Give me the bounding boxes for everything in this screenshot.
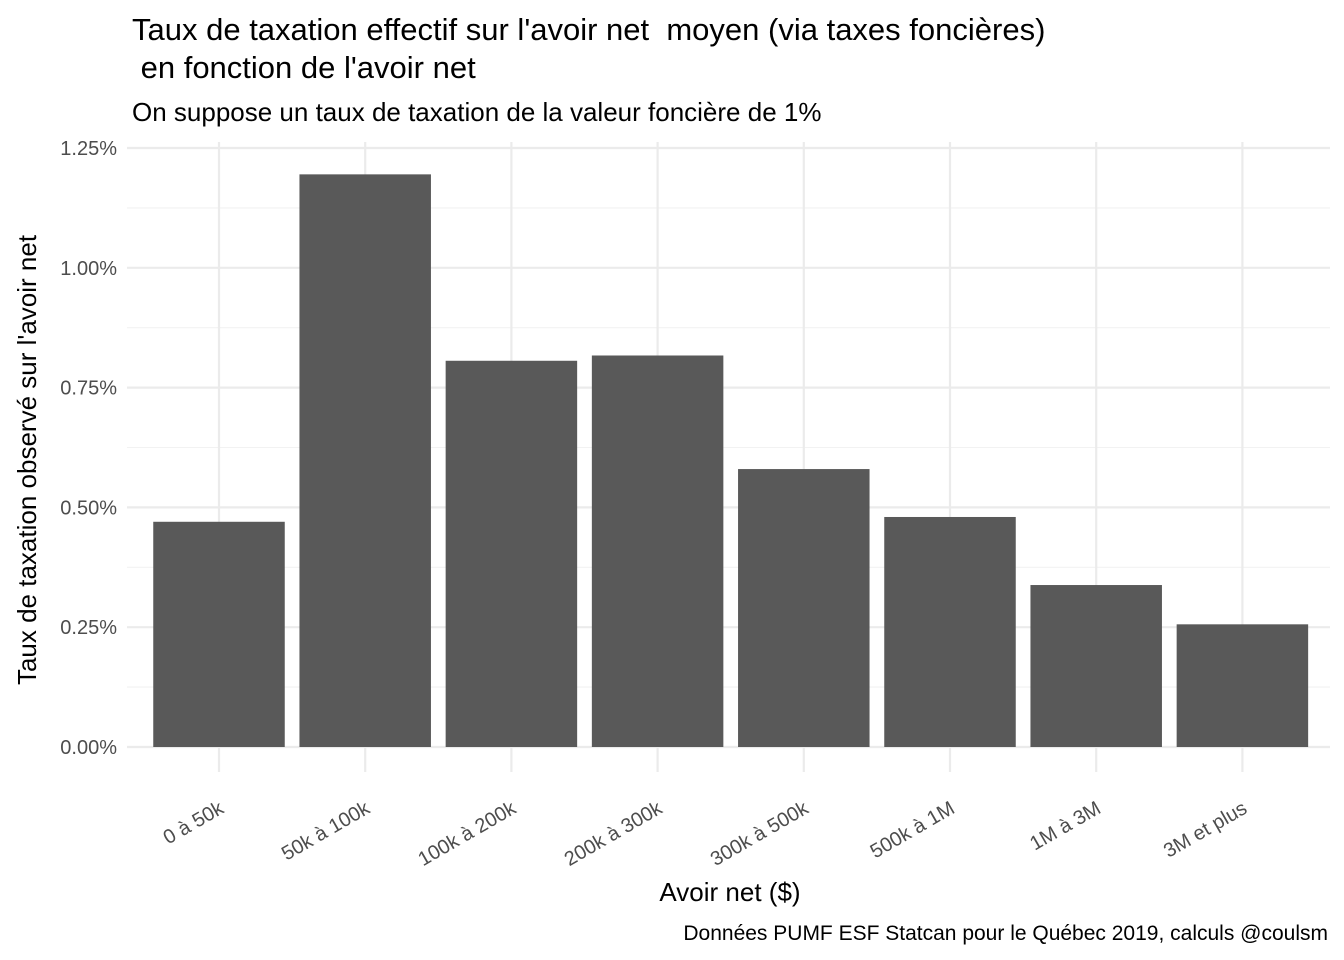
bar-8	[1176, 624, 1309, 747]
y-axis-ticks: 0.00% 0.25% 0.50% 0.75% 1.00% 1.25%	[60, 138, 117, 759]
x-axis-ticks: 0 à 50k 50k à 100k 100k à 200k 200k à 300k 3…	[160, 797, 1251, 871]
x-tick-label: 300k à 500k	[707, 797, 813, 871]
bar-7	[1030, 585, 1162, 747]
y-axis-title: Taux de taxation observé sur l'avoir net	[12, 234, 42, 685]
y-tick-label: 0.25%	[60, 617, 117, 639]
x-tick-label: 500k à 1M	[867, 797, 959, 863]
chart-subtitle: On suppose un taux de taxation de la val…	[132, 97, 821, 127]
x-tick-label: 200k à 300k	[561, 797, 667, 871]
y-tick-label: 1.00%	[60, 258, 117, 280]
bar-5	[738, 469, 870, 747]
chart-caption: Données PUMF ESF Statcan pour le Québec …	[683, 922, 1328, 945]
x-tick-label: 0 à 50k	[160, 797, 229, 849]
chart-title-line1: Taux de taxation effectif sur l'avoir ne…	[132, 12, 1045, 47]
bar-1	[153, 521, 285, 747]
bars	[153, 174, 1309, 747]
y-tick-label: 1.25%	[60, 138, 117, 160]
bar-6	[884, 516, 1016, 747]
bar-3	[445, 360, 578, 747]
x-tick-label: 1M à 3M	[1026, 797, 1104, 855]
bar-2	[299, 174, 431, 747]
y-tick-label: 0.50%	[60, 497, 117, 519]
bar-4	[591, 355, 724, 747]
x-tick-label: 100k à 200k	[415, 797, 521, 871]
chart-title-line2: en fonction de l'avoir net	[132, 50, 476, 85]
x-axis-title: Avoir net ($)	[659, 877, 800, 907]
y-tick-label: 0.00%	[60, 737, 117, 759]
y-tick-label: 0.75%	[60, 378, 117, 400]
x-tick-label: 3M et plus	[1160, 797, 1251, 862]
x-tick-label: 50k à 100k	[278, 797, 375, 865]
